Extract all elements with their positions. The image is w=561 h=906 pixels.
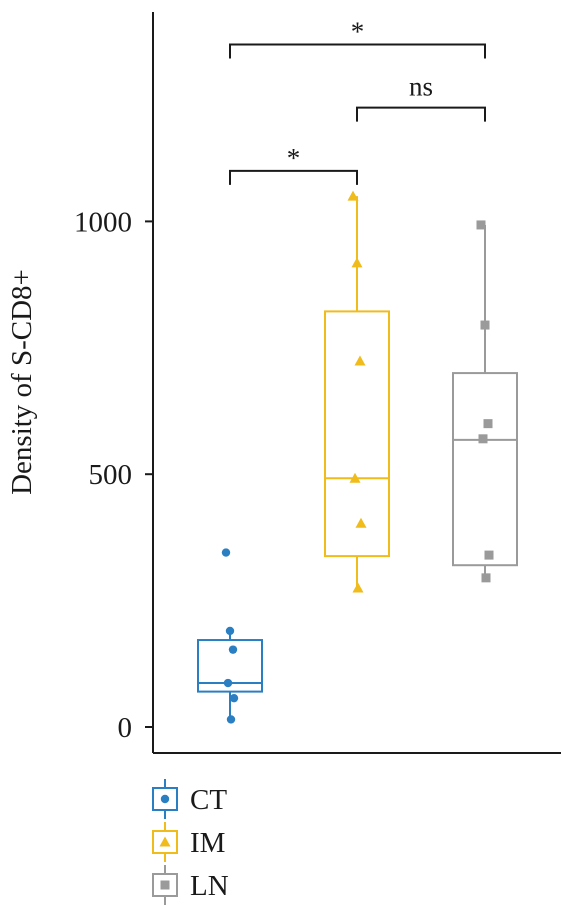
box-series-ct bbox=[197, 548, 263, 724]
legend-item-im: IM bbox=[152, 822, 225, 862]
data-point bbox=[349, 472, 361, 483]
plot-axes bbox=[152, 12, 561, 754]
y-axis-title: Density of S-CD8+ bbox=[6, 269, 38, 495]
data-point bbox=[351, 257, 363, 268]
legend-label: IM bbox=[190, 827, 225, 859]
y-tick-label: 500 bbox=[89, 459, 133, 491]
data-point bbox=[347, 190, 359, 201]
data-point bbox=[481, 573, 491, 583]
legend-label: CT bbox=[190, 784, 227, 816]
legend-marker bbox=[160, 880, 170, 890]
box-series-ln bbox=[452, 220, 518, 583]
legend-marker bbox=[160, 794, 170, 804]
significance-label: * bbox=[287, 143, 301, 173]
data-point bbox=[480, 320, 490, 330]
data-point bbox=[225, 626, 235, 636]
y-tick-label: 1000 bbox=[74, 206, 132, 238]
legend-item-ln: LN bbox=[152, 865, 229, 905]
significance-label: * bbox=[351, 16, 365, 46]
y-ticks: 0 500 1000 bbox=[74, 206, 153, 744]
box-series-group bbox=[197, 190, 518, 724]
data-point bbox=[221, 548, 231, 557]
data-point bbox=[354, 355, 366, 366]
y-tick-label: 0 bbox=[118, 712, 133, 744]
data-point bbox=[484, 550, 494, 560]
box-series-im bbox=[324, 190, 390, 593]
data-point bbox=[476, 220, 486, 230]
box-iqr bbox=[197, 639, 263, 693]
data-point bbox=[223, 678, 233, 688]
data-point bbox=[355, 517, 367, 528]
significance-bracket bbox=[356, 106, 486, 122]
data-point bbox=[229, 693, 239, 703]
data-point bbox=[483, 419, 493, 429]
data-point bbox=[352, 582, 364, 593]
box-iqr bbox=[452, 372, 518, 567]
data-point bbox=[228, 645, 238, 654]
data-point bbox=[478, 434, 488, 444]
significance-brackets: * ns * bbox=[229, 16, 486, 185]
significance-bracket bbox=[229, 169, 358, 185]
box-iqr bbox=[324, 310, 390, 558]
legend-item-ct: CT bbox=[152, 779, 227, 819]
significance-label: ns bbox=[409, 72, 433, 102]
significance-bracket bbox=[229, 43, 486, 59]
legend-marker bbox=[159, 836, 171, 847]
legend: CT IM LN bbox=[152, 779, 229, 905]
data-point bbox=[226, 715, 236, 724]
legend-label: LN bbox=[190, 870, 229, 902]
